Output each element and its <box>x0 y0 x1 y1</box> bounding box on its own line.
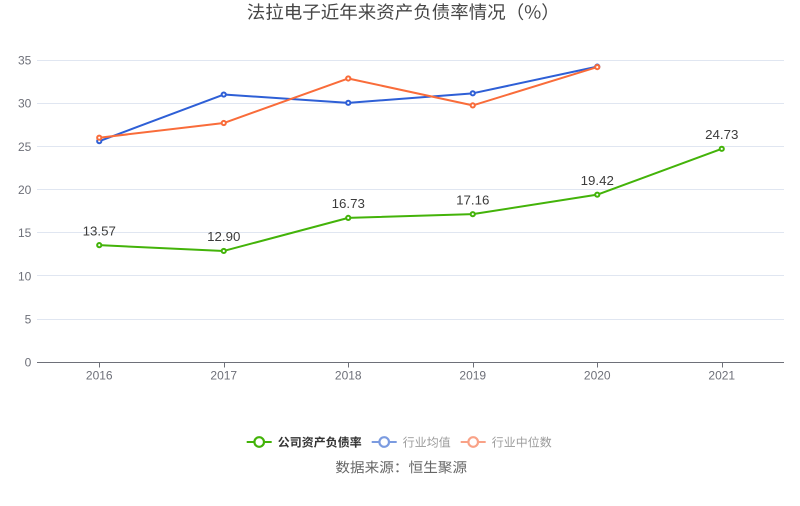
svg-text:5: 5 <box>25 312 32 326</box>
svg-text:35: 35 <box>18 53 32 67</box>
svg-text:25: 25 <box>18 140 32 154</box>
svg-text:13.57: 13.57 <box>83 223 116 238</box>
svg-text:0: 0 <box>25 356 32 370</box>
svg-text:17.16: 17.16 <box>456 192 489 207</box>
svg-text:20: 20 <box>18 183 32 197</box>
svg-text:2018: 2018 <box>335 369 362 383</box>
svg-text:2020: 2020 <box>584 369 611 383</box>
svg-text:2016: 2016 <box>86 369 113 383</box>
svg-text:30: 30 <box>18 97 32 111</box>
svg-text:2017: 2017 <box>210 369 237 383</box>
svg-text:2019: 2019 <box>459 369 486 383</box>
svg-text:16.73: 16.73 <box>332 196 365 211</box>
svg-text:24.73: 24.73 <box>705 127 738 142</box>
svg-text:19.42: 19.42 <box>581 173 614 188</box>
svg-text:12.90: 12.90 <box>207 229 240 244</box>
svg-text:15: 15 <box>18 226 32 240</box>
svg-text:2021: 2021 <box>708 369 735 383</box>
svg-text:10: 10 <box>18 269 32 283</box>
